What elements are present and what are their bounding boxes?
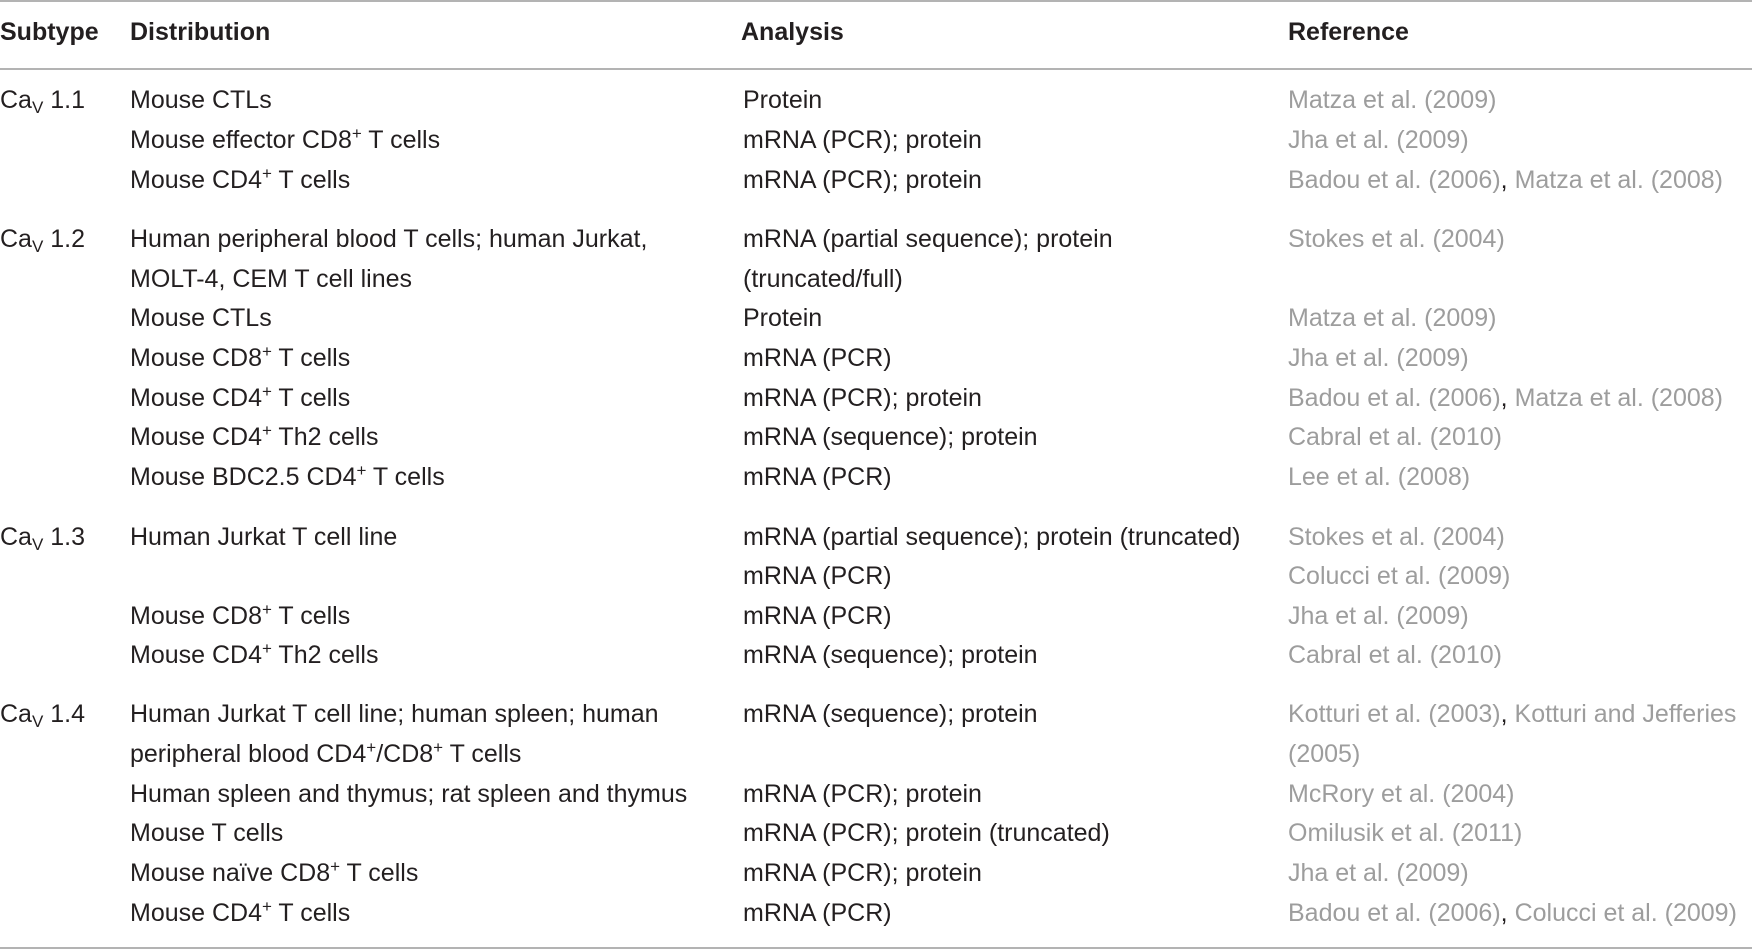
row-8-distribution: Mouse CD4+ Th2 cells <box>130 421 379 451</box>
header-reference: Reference <box>1288 18 1409 46</box>
reference-link[interactable]: Lee et al. (2008) <box>1288 463 1471 491</box>
reference-link[interactable]: Colucci et al. (2009) <box>1514 899 1737 927</box>
row-14-distribution-line1: Human Jurkat T cell line; human spleen; … <box>130 700 659 728</box>
reference-link[interactable]: Cabral et al. (2010) <box>1288 423 1503 451</box>
row-5-analysis: Protein <box>743 304 823 332</box>
row-8-reference: Cabral et al. (2010) <box>1288 421 1502 453</box>
row-17-reference: Jha et al. (2009) <box>1288 857 1469 889</box>
reference-link[interactable]: Kotturi et al. (2003) <box>1288 700 1501 728</box>
header-analysis: Analysis <box>741 18 844 46</box>
row-3-distribution: Mouse CD4+ T cells <box>130 164 351 194</box>
row-9-reference: Lee et al. (2008) <box>1288 461 1470 493</box>
row-16-reference: Omilusik et al. (2011) <box>1288 817 1522 849</box>
row-2-reference: Jha et al. (2009) <box>1288 124 1469 156</box>
reference-link[interactable]: Jha et al. (2009) <box>1288 126 1469 154</box>
row-4-analysis-line1: mRNA (partial sequence); protein <box>743 225 1113 253</box>
row-9-analysis: mRNA (PCR) <box>743 463 892 491</box>
reference-link[interactable]: Colucci et al. (2009) <box>1288 562 1511 590</box>
row-8-analysis: mRNA (sequence); protein <box>743 423 1038 451</box>
row-14-reference: Kotturi et al. (2003), Kotturi and Jeffe… <box>1288 700 1737 728</box>
header-distribution: Distribution <box>130 18 271 46</box>
reference-link[interactable]: Jha et al. (2009) <box>1288 602 1469 630</box>
row-11-analysis: mRNA (PCR) <box>743 562 892 590</box>
row-18-reference: Badou et al. (2006), Colucci et al. (200… <box>1288 899 1737 927</box>
row-7-distribution: Mouse CD4+ T cells <box>130 382 351 412</box>
row-3-analysis: mRNA (PCR); protein <box>743 166 982 194</box>
table-bottom-rule <box>0 947 1752 949</box>
reference-link[interactable]: Matza et al. (2009) <box>1288 86 1497 114</box>
row-12-analysis: mRNA (PCR) <box>743 602 892 630</box>
reference-link[interactable]: Badou et al. (2006) <box>1288 899 1501 927</box>
row-14-reference-line2: (2005) <box>1288 738 1360 770</box>
row-4-reference: Stokes et al. (2004) <box>1288 223 1505 255</box>
row-13-analysis: mRNA (sequence); protein <box>743 641 1038 669</box>
row-18-analysis: mRNA (PCR) <box>743 899 892 927</box>
row-15-reference: McRory et al. (2004) <box>1288 778 1514 810</box>
reference-link[interactable]: Stokes et al. (2004) <box>1288 225 1505 253</box>
row-4-distribution-line2: MOLT-4, CEM T cell lines <box>130 265 413 293</box>
subtype-cav1-1: CaV 1.1 <box>0 86 86 117</box>
subtype-cav1-2: CaV 1.2 <box>0 225 86 256</box>
row-12-reference: Jha et al. (2009) <box>1288 600 1469 632</box>
row-7-analysis: mRNA (PCR); protein <box>743 384 982 412</box>
reference-link[interactable]: McRory et al. (2004) <box>1288 780 1515 808</box>
row-10-distribution: Human Jurkat T cell line <box>130 523 398 551</box>
row-2-distribution: Mouse effector CD8+ T cells <box>130 124 441 154</box>
subtype-cav1-4: CaV 1.4 <box>0 700 86 731</box>
row-6-reference: Jha et al. (2009) <box>1288 342 1469 374</box>
row-5-distribution: Mouse CTLs <box>130 304 272 332</box>
row-4-distribution-line1: Human peripheral blood T cells; human Ju… <box>130 225 648 253</box>
row-15-distribution: Human spleen and thymus; rat spleen and … <box>130 780 688 808</box>
row-12-distribution: Mouse CD8+ T cells <box>130 600 351 630</box>
row-10-reference: Stokes et al. (2004) <box>1288 521 1505 553</box>
reference-link[interactable]: Omilusik et al. (2011) <box>1288 819 1523 847</box>
reference-link[interactable]: Jha et al. (2009) <box>1288 859 1469 887</box>
reference-link[interactable]: Stokes et al. (2004) <box>1288 523 1505 551</box>
row-16-analysis: mRNA (PCR); protein (truncated) <box>743 819 1110 847</box>
row-14-distribution-line2: peripheral blood CD4+/CD8+ T cells <box>130 738 522 768</box>
row-17-distribution: Mouse naïve CD8+ T cells <box>130 857 419 887</box>
row-11-reference: Colucci et al. (2009) <box>1288 560 1510 592</box>
reference-link[interactable]: Badou et al. (2006) <box>1288 384 1501 412</box>
row-6-analysis: mRNA (PCR) <box>743 344 892 372</box>
row-7-reference: Badou et al. (2006), Matza et al. (2008) <box>1288 384 1723 412</box>
header-subtype: Subtype <box>0 18 99 46</box>
row-3-reference: Badou et al. (2006), Matza et al. (2008) <box>1288 166 1723 194</box>
row-13-distribution: Mouse CD4+ Th2 cells <box>130 639 379 669</box>
reference-link[interactable]: Jha et al. (2009) <box>1288 344 1469 372</box>
reference-link[interactable]: Badou et al. (2006) <box>1288 166 1501 194</box>
row-14-analysis: mRNA (sequence); protein <box>743 700 1038 728</box>
subtype-cav1-3: CaV 1.3 <box>0 523 86 554</box>
row-2-analysis: mRNA (PCR); protein <box>743 126 982 154</box>
row-4-analysis-line2: (truncated/full) <box>743 265 903 293</box>
row-15-analysis: mRNA (PCR); protein <box>743 780 982 808</box>
row-5-reference: Matza et al. (2009) <box>1288 302 1496 334</box>
row-10-analysis: mRNA (partial sequence); protein (trunca… <box>743 523 1241 551</box>
header-rule <box>0 68 1752 70</box>
row-17-analysis: mRNA (PCR); protein <box>743 859 982 887</box>
reference-link[interactable]: Cabral et al. (2010) <box>1288 641 1503 669</box>
row-13-reference: Cabral et al. (2010) <box>1288 639 1502 671</box>
row-18-distribution: Mouse CD4+ T cells <box>130 897 351 927</box>
row-1-distribution: Mouse CTLs <box>130 86 272 114</box>
reference-link[interactable]: Matza et al. (2009) <box>1288 304 1497 332</box>
table-top-rule <box>0 0 1752 2</box>
reference-link[interactable]: Kotturi and Jefferies <box>1514 700 1737 728</box>
row-1-reference: Matza et al. (2009) <box>1288 84 1496 116</box>
row-9-distribution: Mouse BDC2.5 CD4+ T cells <box>130 461 445 491</box>
reference-link[interactable]: Matza et al. (2008) <box>1514 166 1723 194</box>
reference-link[interactable]: (2005) <box>1288 740 1361 768</box>
row-6-distribution: Mouse CD8+ T cells <box>130 342 351 372</box>
row-16-distribution: Mouse T cells <box>130 819 284 847</box>
row-1-analysis: Protein <box>743 86 823 114</box>
reference-link[interactable]: Matza et al. (2008) <box>1514 384 1723 412</box>
